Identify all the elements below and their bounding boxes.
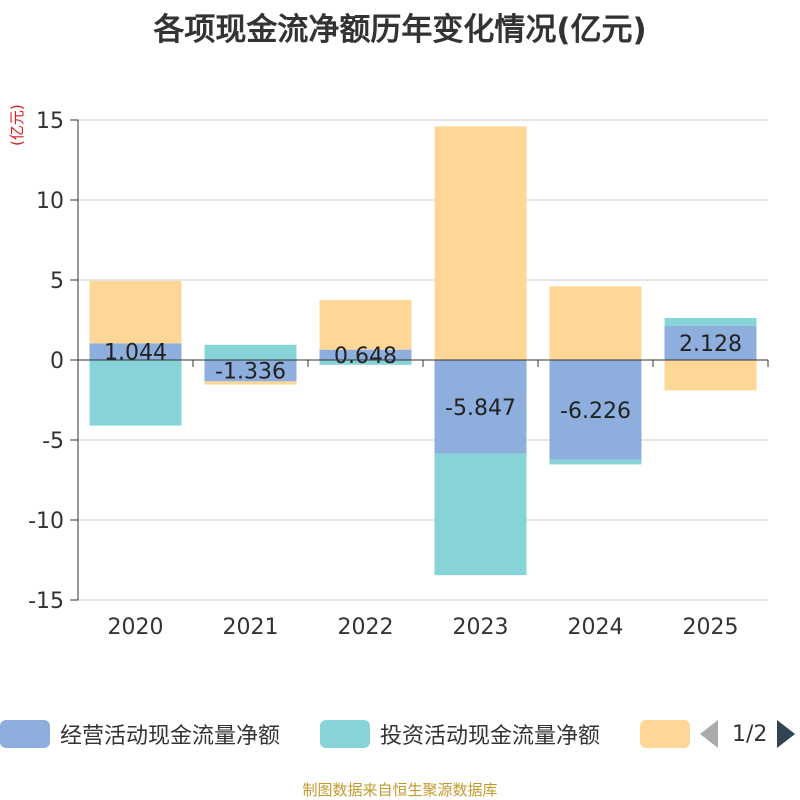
x-tick-label: 2025 <box>683 615 739 640</box>
legend: 经营活动现金流量净额 投资活动现金流量净额 1/2 <box>0 714 800 754</box>
y-tick-label: 15 <box>36 109 64 134</box>
legend-item-financing[interactable] <box>640 714 700 754</box>
data-label: -1.336 <box>215 360 286 385</box>
legend-label-investing: 投资活动现金流量净额 <box>380 724 601 749</box>
chart-canvas: 15 10 5 0 -5 -10 -15 1.044 -1.336 0.648 -5.847 -6.2… <box>28 109 769 640</box>
bar-series1-2023 <box>434 453 527 576</box>
bar-series1-2021 <box>204 344 297 360</box>
data-label: 2.128 <box>679 332 742 357</box>
x-tick-label: 2022 <box>338 615 394 640</box>
legend-swatch-investing <box>320 720 370 748</box>
data-source-footer: 制图数据来自恒生聚源数据库 <box>302 781 498 799</box>
data-label: 0.648 <box>334 344 397 369</box>
y-tick-label: 0 <box>50 349 64 374</box>
chart-title: 各项现金流净额历年变化情况(亿元) <box>153 12 647 48</box>
y-tick-label: 5 <box>50 269 64 294</box>
legend-prev-page-icon[interactable] <box>700 720 718 748</box>
x-tick-label: 2021 <box>223 615 279 640</box>
y-tick-label: -5 <box>42 429 64 454</box>
bar-series0-2021 <box>204 360 297 382</box>
bar-series2-2020 <box>89 280 182 344</box>
bar-series0-2022 <box>319 349 412 360</box>
y-tick-label: -10 <box>28 509 64 534</box>
legend-page-indicator: 1/2 <box>732 721 768 747</box>
legend-pager: 1/2 <box>700 714 796 754</box>
x-tick-label: 2020 <box>108 615 164 640</box>
data-label: 1.044 <box>104 341 167 366</box>
x-tick-label: 2024 <box>568 615 624 640</box>
data-label: -6.226 <box>560 399 631 424</box>
legend-swatch-operating <box>0 720 50 748</box>
y-tick-label: 10 <box>36 189 64 214</box>
bar-series1-2024 <box>549 459 642 465</box>
bar-series1-2025 <box>664 317 757 326</box>
bar-series1-2020 <box>89 360 182 426</box>
legend-swatch-financing <box>640 720 690 748</box>
bar-series2-2025 <box>664 360 757 391</box>
legend-label-operating: 经营活动现金流量净额 <box>60 724 281 749</box>
bar-series0-2023 <box>434 360 527 454</box>
bar-series2-2021 <box>204 381 297 385</box>
y-tick-label: -15 <box>28 589 64 614</box>
legend-item-operating[interactable]: 经营活动现金流量净额 <box>0 714 280 754</box>
bar-series1-2022 <box>319 360 412 365</box>
bar-series0-2025 <box>664 325 757 360</box>
legend-next-page-icon[interactable] <box>777 720 796 748</box>
bar-series2-2023 <box>434 126 527 361</box>
data-label: -5.847 <box>445 396 516 421</box>
bar-series0-2020 <box>89 343 182 360</box>
bar-series2-2024 <box>549 286 642 360</box>
legend-item-investing[interactable]: 投资活动现金流量净额 <box>320 714 600 754</box>
bar-series2-2022 <box>319 300 412 350</box>
x-tick-label: 2023 <box>453 615 509 640</box>
bar-series0-2024 <box>549 360 642 460</box>
